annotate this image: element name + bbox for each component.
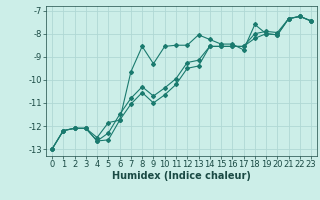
X-axis label: Humidex (Indice chaleur): Humidex (Indice chaleur) xyxy=(112,171,251,181)
